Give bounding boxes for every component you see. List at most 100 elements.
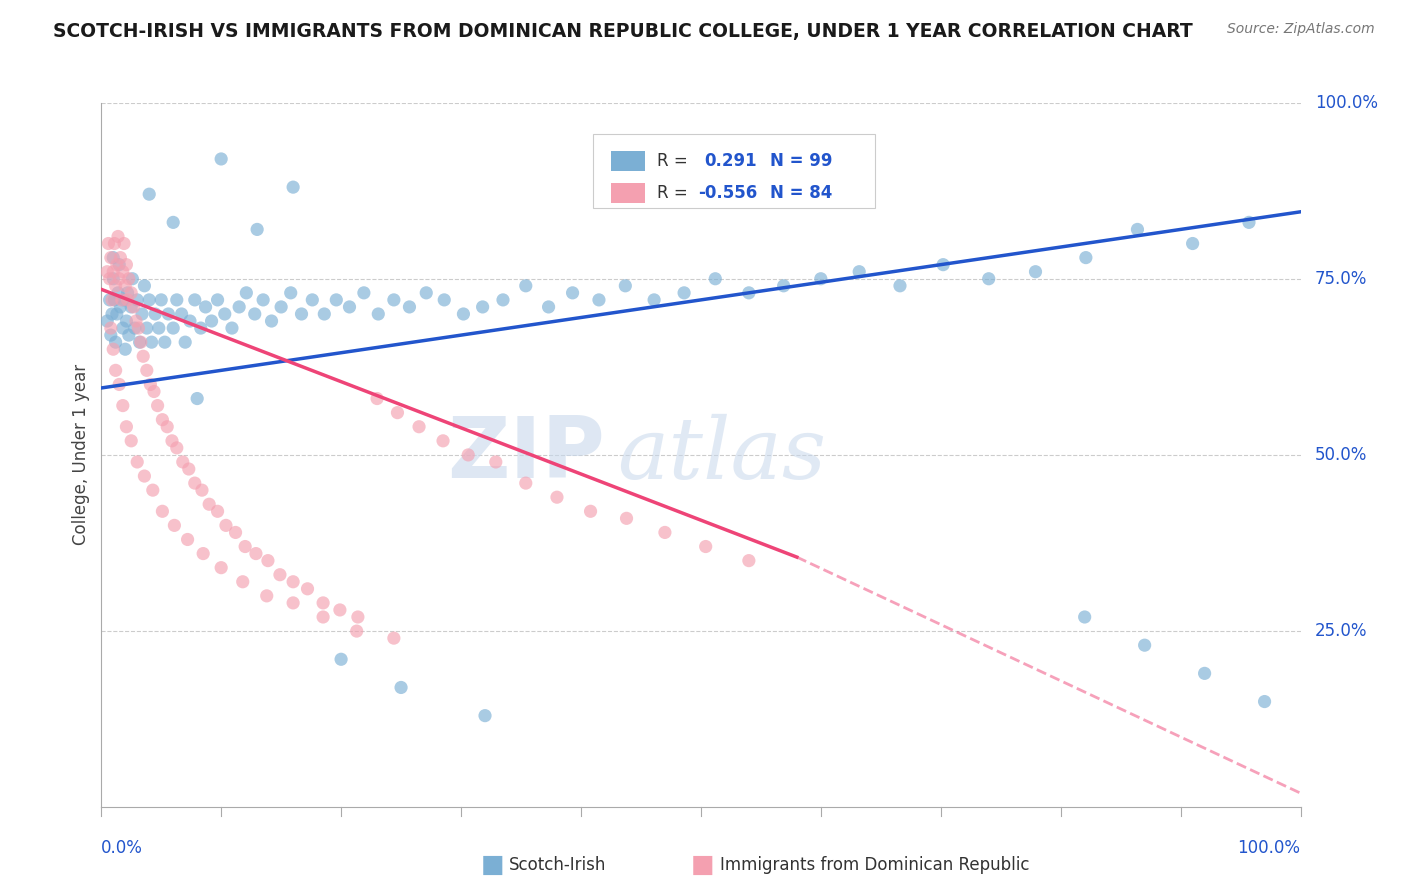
Point: [153, 335, 176, 350]
Point: [122, 300, 145, 314]
Point: [114, 343, 136, 357]
Point: [129, 335, 152, 350]
Point: [415, 285, 437, 300]
Point: [1237, 215, 1260, 229]
Point: [198, 497, 221, 511]
Point: [108, 271, 131, 285]
Point: [256, 589, 278, 603]
Point: [120, 434, 142, 448]
Point: [103, 343, 125, 357]
Point: [103, 236, 125, 251]
Point: [330, 652, 353, 666]
Text: N = 99: N = 99: [770, 153, 832, 170]
Point: [170, 307, 193, 321]
Point: [221, 321, 243, 335]
Text: R =: R =: [657, 184, 693, 202]
Point: [152, 412, 174, 427]
Point: [156, 419, 179, 434]
Point: [588, 293, 610, 307]
Point: [166, 441, 188, 455]
Point: [138, 187, 160, 202]
Point: [143, 384, 166, 399]
Point: [207, 293, 229, 307]
Point: [108, 377, 131, 392]
Point: [98, 293, 121, 307]
Point: [186, 392, 208, 406]
FancyBboxPatch shape: [612, 183, 644, 202]
Point: [115, 419, 138, 434]
Point: [97, 236, 120, 251]
Text: 100.0%: 100.0%: [1315, 94, 1378, 112]
Point: [561, 285, 583, 300]
Point: [105, 258, 128, 272]
Text: R =: R =: [657, 153, 693, 170]
Point: [772, 278, 794, 293]
Point: [257, 553, 280, 568]
Point: [104, 335, 127, 350]
Text: SCOTCH-IRISH VS IMMIGRANTS FROM DOMINICAN REPUBLIC COLLEGE, UNDER 1 YEAR CORRELA: SCOTCH-IRISH VS IMMIGRANTS FROM DOMINICA…: [53, 22, 1194, 41]
Point: [297, 582, 319, 596]
Point: [110, 251, 132, 265]
Point: [139, 377, 162, 392]
Point: [152, 504, 174, 518]
Text: 0.291: 0.291: [704, 153, 756, 170]
Text: 75.0%: 75.0%: [1315, 269, 1367, 288]
Point: [118, 328, 141, 343]
Point: [215, 518, 238, 533]
Point: [457, 448, 479, 462]
Point: [325, 293, 347, 307]
Point: [179, 314, 201, 328]
Point: [184, 476, 207, 491]
Point: [889, 278, 911, 293]
Point: [233, 540, 256, 554]
Text: Immigrants from Dominican Republic: Immigrants from Dominican Republic: [720, 856, 1029, 874]
Point: [433, 293, 456, 307]
Text: 0.0%: 0.0%: [101, 839, 143, 857]
Point: [157, 307, 180, 321]
Point: [148, 321, 170, 335]
Text: Source: ZipAtlas.com: Source: ZipAtlas.com: [1227, 22, 1375, 37]
Point: [432, 434, 454, 448]
Point: [235, 285, 257, 300]
Point: [515, 278, 537, 293]
Point: [704, 271, 727, 285]
Point: [339, 300, 361, 314]
Point: [103, 251, 125, 265]
Point: [207, 504, 229, 518]
Point: [117, 285, 139, 300]
Point: [1194, 666, 1216, 681]
Point: [243, 307, 266, 321]
Point: [172, 455, 194, 469]
Point: [654, 525, 676, 540]
Point: [367, 307, 389, 321]
Point: [245, 547, 267, 561]
Point: [115, 314, 138, 328]
FancyBboxPatch shape: [612, 152, 644, 171]
Text: atlas: atlas: [617, 414, 827, 496]
Point: [246, 222, 269, 236]
Point: [389, 681, 412, 695]
Point: [492, 293, 515, 307]
Point: [1074, 251, 1097, 265]
Point: [103, 265, 125, 279]
Point: [225, 525, 247, 540]
Point: [160, 434, 183, 448]
Point: [111, 399, 134, 413]
Point: [184, 293, 207, 307]
Point: [125, 314, 148, 328]
Point: [810, 271, 832, 285]
Point: [104, 363, 127, 377]
Text: N = 84: N = 84: [770, 184, 832, 202]
Point: [579, 504, 602, 518]
Point: [138, 293, 160, 307]
Point: [280, 285, 302, 300]
Point: [314, 307, 336, 321]
Point: [96, 265, 118, 279]
Point: [366, 392, 388, 406]
Point: [738, 553, 761, 568]
Point: [209, 560, 232, 574]
Point: [193, 547, 215, 561]
FancyBboxPatch shape: [593, 135, 875, 209]
Point: [387, 406, 409, 420]
Point: [103, 271, 125, 285]
